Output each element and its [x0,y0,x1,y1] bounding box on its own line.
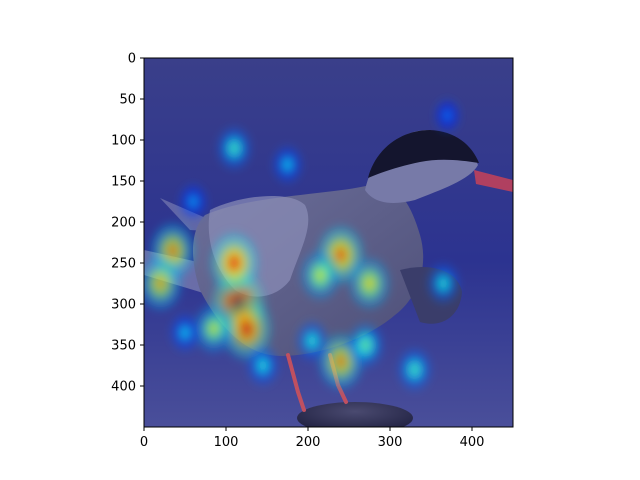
x-tick-label: 300 [378,435,403,450]
y-tick-label: 300 [111,298,136,313]
plot-axes: 0 100 200 300 400 0 50 100 150 200 250 300 350 400 [111,52,514,450]
y-tick-label: 100 [111,134,136,149]
x-axis-ticks: 0 100 200 300 400 [140,427,485,450]
y-tick-label: 200 [111,216,136,231]
x-tick-label: 200 [296,435,321,450]
y-tick-label: 50 [119,93,136,108]
heatmap-overlay [144,96,463,394]
heatmap-hotspot [294,318,331,364]
heatmap-hotspot [345,320,386,370]
y-tick-label: 350 [111,339,136,354]
heatmap-hotspot [395,345,434,394]
heatmap-hotspot [177,181,210,222]
heatmap-hotspot [191,301,236,357]
heatmap-hotspot [215,124,254,172]
heatmap-hotspot [270,143,305,186]
heatmap-hotspot [346,254,393,313]
heatmap-hotspot [432,96,463,134]
y-tick-label: 0 [128,52,136,67]
y-tick-label: 150 [111,175,136,190]
heatmap-hotspot [244,343,281,388]
bird-beak-shape [474,170,513,192]
x-tick-label: 0 [140,435,148,450]
y-tick-label: 250 [111,257,136,272]
heatmap-hotspot [298,247,343,303]
heatmap-hotspot [144,253,185,314]
x-tick-label: 100 [214,435,239,450]
bird-cap-shape [368,130,479,178]
heatmap-hotspot [425,261,462,306]
rock-shape [297,402,413,427]
axes-frame [143,57,514,428]
y-tick-label: 400 [111,380,136,395]
heatmap-hotspot [168,311,202,354]
x-tick-label: 400 [460,435,485,450]
y-axis-ticks: 0 50 100 150 200 250 300 350 400 [111,52,144,395]
heatmap-hotspot [206,228,262,298]
